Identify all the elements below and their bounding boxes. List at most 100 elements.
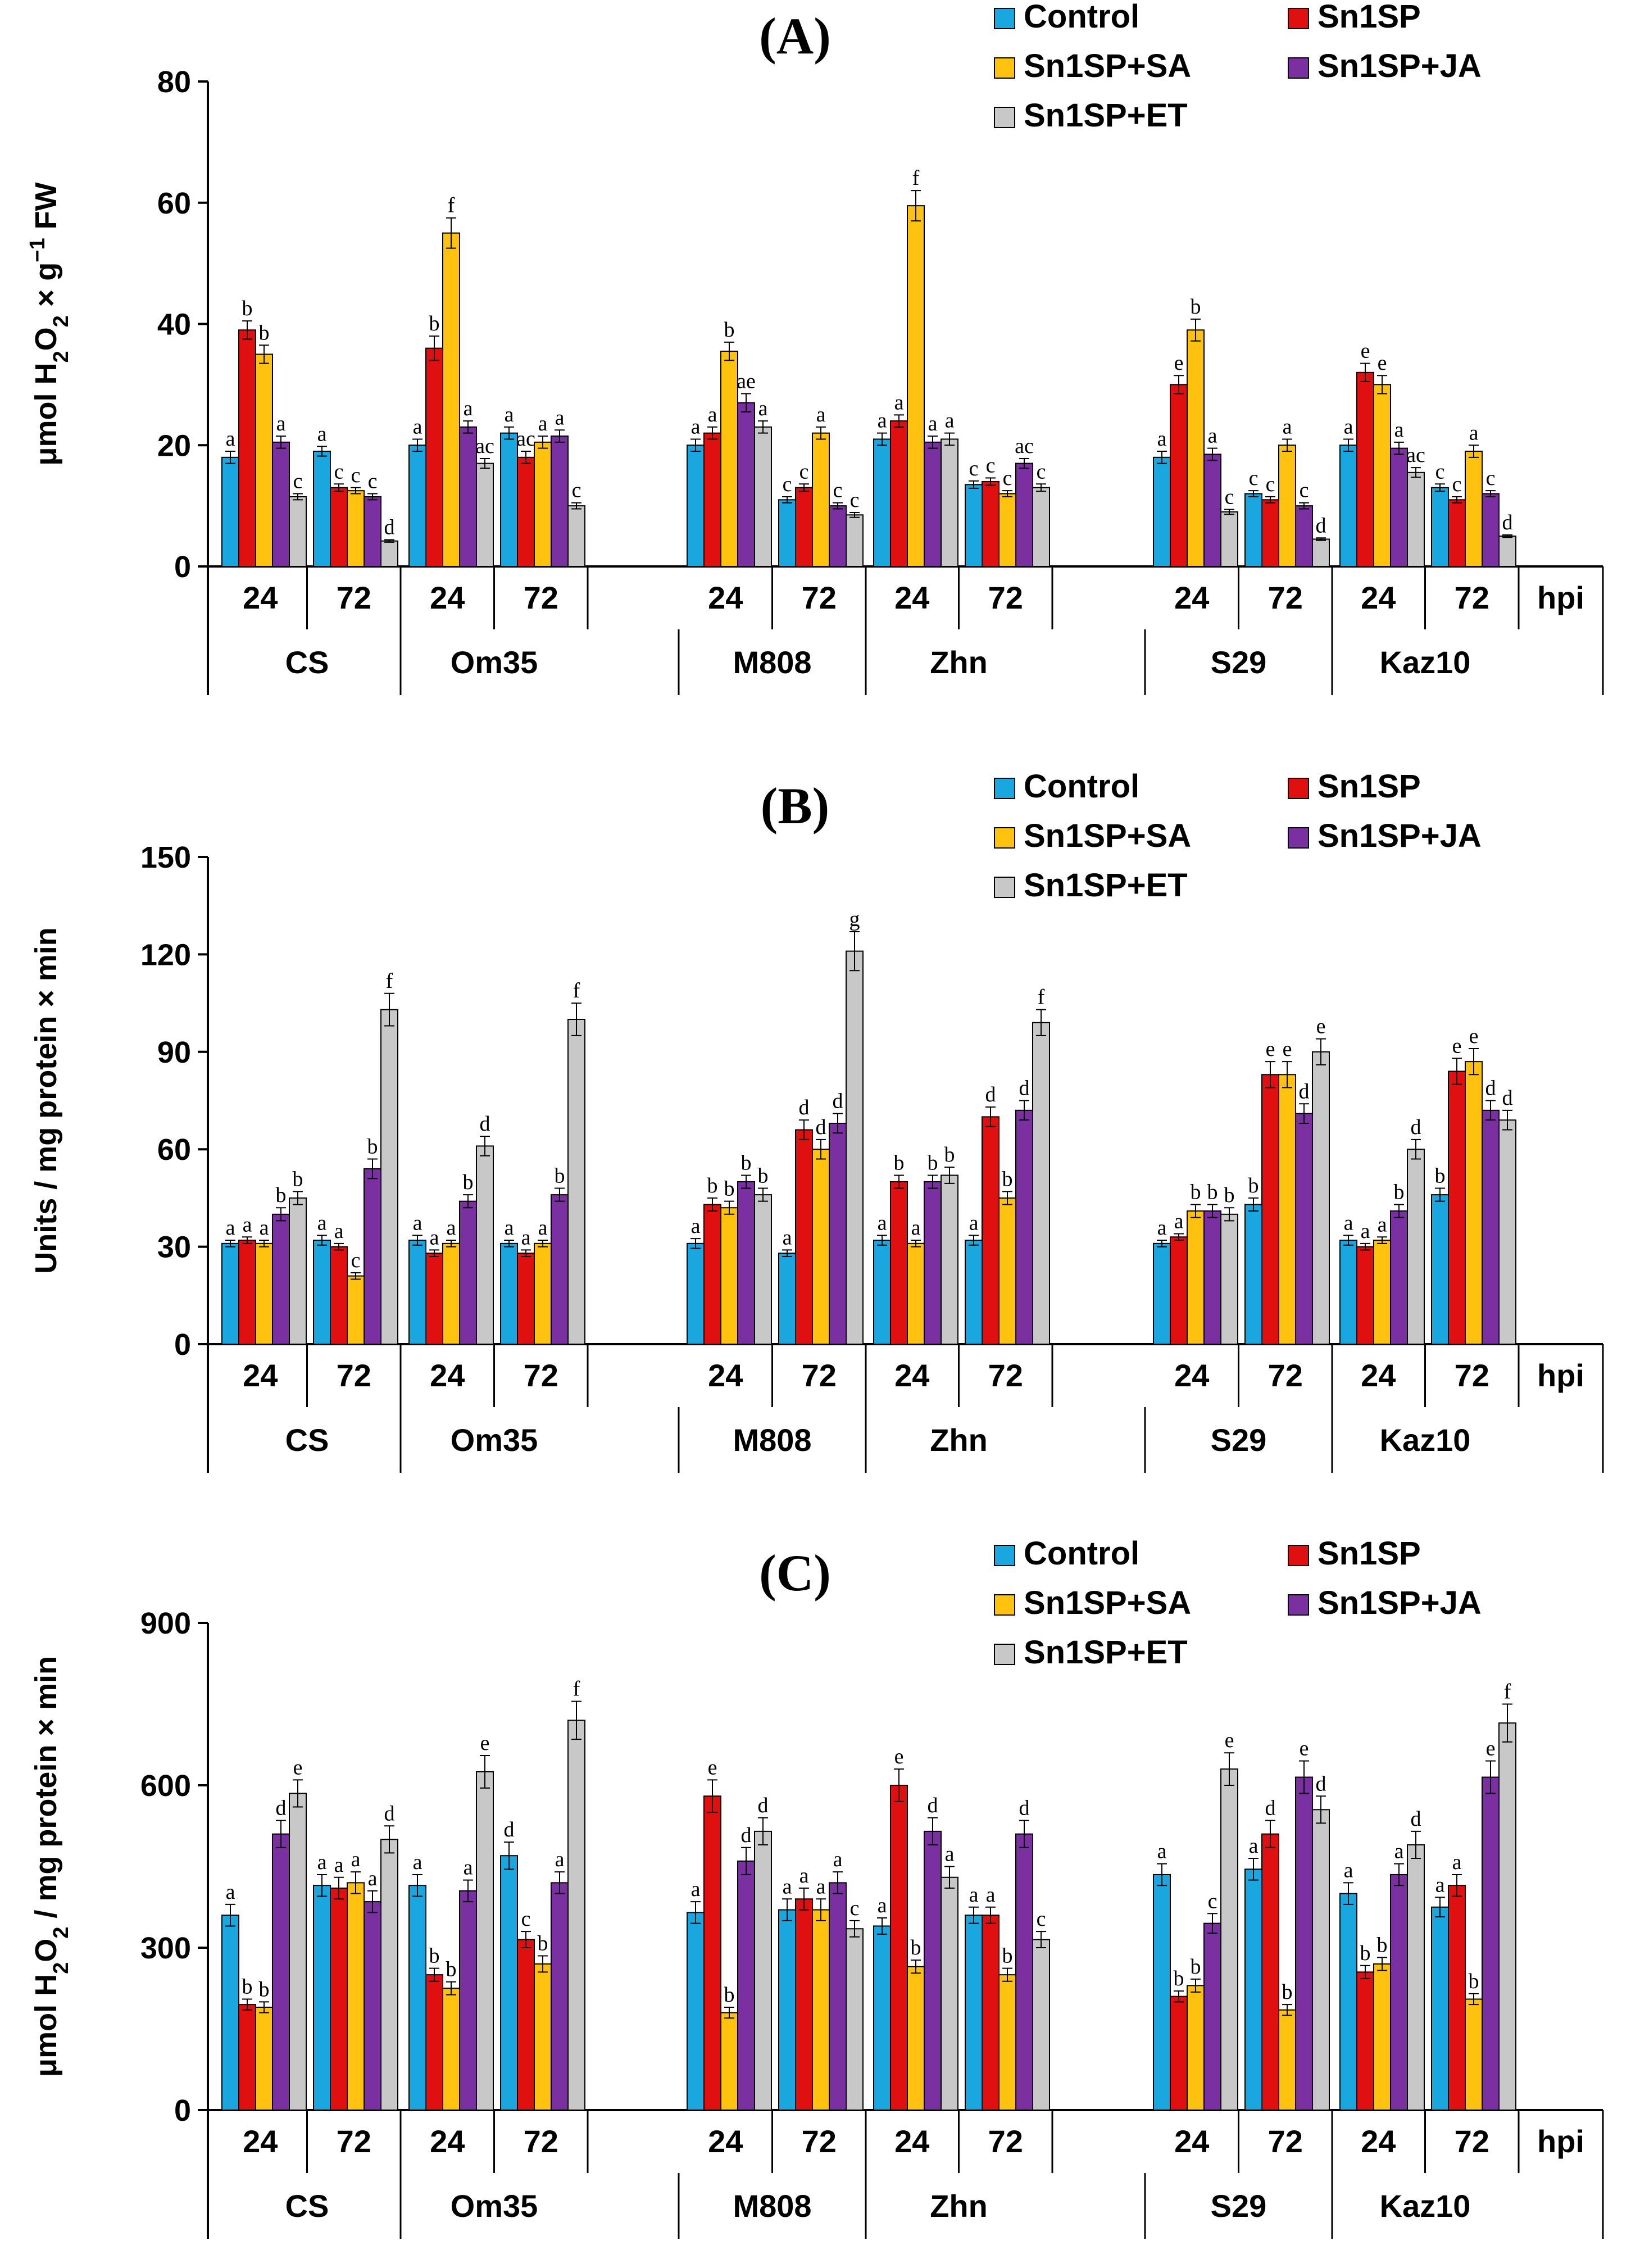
bar (500, 432, 518, 567)
bar (1356, 1246, 1374, 1345)
significance-letter: a (878, 409, 887, 433)
bar (380, 540, 398, 568)
bar (567, 1019, 585, 1345)
significance-letter: b (928, 1151, 938, 1174)
bar (924, 441, 942, 568)
cultivar-label: Kaz10 (1380, 645, 1471, 680)
bar (476, 1771, 494, 2111)
significance-letter: b (1002, 1167, 1013, 1191)
significance-letter: b (724, 1177, 735, 1201)
significance-letter: c (1435, 460, 1445, 483)
significance-letter: a (334, 1853, 344, 1877)
bar (272, 1833, 290, 2111)
bar (795, 487, 813, 568)
chart-title: (C) (759, 1544, 831, 1602)
bar (289, 496, 307, 567)
significance-letter: g (849, 908, 860, 931)
significance-letter: a (878, 1894, 887, 1917)
significance-letter: a (413, 1211, 422, 1235)
y-axis-label: Units / mg protein × min (29, 927, 63, 1274)
bar (238, 2004, 256, 2111)
significance-letter: d (1019, 1797, 1030, 1820)
y-axis-label-part: 2 (49, 351, 73, 362)
legend-label-2: Sn1SP (1317, 768, 1421, 805)
bar (737, 1181, 755, 1345)
bar (221, 1915, 239, 2111)
significance-letter: c (334, 460, 344, 483)
time-label: 72 (524, 2124, 558, 2159)
bar (1482, 1109, 1500, 1345)
bar (517, 456, 535, 568)
bar (1465, 1998, 1483, 2111)
significance-letter: d (1485, 1077, 1496, 1100)
bar (795, 1129, 813, 1345)
y-axis-label-part: Units / mg protein × min (29, 927, 63, 1274)
bar (703, 1204, 721, 1345)
significance-letter: a (1452, 1850, 1462, 1874)
bar (517, 1253, 535, 1345)
y-tick-label: 900 (140, 1607, 191, 1640)
significance-letter: d (1019, 1077, 1030, 1100)
significance-letter: d (1265, 1797, 1276, 1820)
cultivar-label: M808 (733, 2188, 811, 2224)
bar (1244, 1868, 1262, 2111)
significance-letter: a (1469, 421, 1479, 444)
time-label: 24 (708, 580, 743, 615)
bar (982, 480, 1000, 567)
significance-letter: a (538, 412, 548, 436)
bar (703, 1795, 721, 2111)
legend-label-5: Sn1SP+ET (1024, 1634, 1188, 1671)
bar (1498, 1722, 1516, 2111)
time-label: 24 (894, 580, 929, 615)
chart-title: (A) (759, 7, 831, 65)
bar (812, 432, 830, 567)
y-axis-label-part: FW (29, 182, 63, 238)
bar (846, 950, 864, 1345)
significance-letter: f (1504, 1680, 1511, 1704)
bar (873, 438, 891, 568)
bar (890, 1785, 908, 2111)
time-label: 24 (1174, 1358, 1209, 1393)
bar (289, 1197, 307, 1345)
significance-letter: c (1452, 473, 1462, 496)
bar (687, 1912, 705, 2111)
bar (1356, 371, 1374, 567)
legend-label-3: Sn1SP+SA (1024, 818, 1191, 854)
significance-letter: a (986, 1883, 996, 1907)
time-label: 72 (1455, 580, 1489, 615)
significance-letter: d (1316, 514, 1326, 537)
cultivar-label: Om35 (451, 1422, 538, 1458)
bar (924, 1181, 942, 1345)
bar (1278, 2009, 1296, 2111)
cultivar-label: S29 (1211, 2188, 1267, 2224)
bar (364, 1901, 381, 2111)
legend-label-4: Sn1SP+JA (1317, 818, 1482, 854)
cultivar-label: Om35 (451, 645, 538, 680)
time-label: 72 (988, 1358, 1023, 1393)
bar (330, 1246, 348, 1345)
time-label: 24 (894, 2124, 929, 2159)
significance-letter: a (708, 403, 717, 427)
bar (1295, 505, 1313, 567)
significance-letter: a (447, 1216, 456, 1240)
significance-letter: a (945, 409, 955, 433)
significance-letter: a (894, 391, 904, 414)
time-label: 72 (337, 2124, 371, 2159)
significance-letter: a (555, 406, 565, 429)
y-tick-label: 90 (157, 1036, 191, 1069)
time-label: 24 (243, 580, 278, 615)
cultivar-label: Zhn (930, 1422, 988, 1458)
chart-panel-2: (B) Control Sn1SP Sn1SP+SA Sn1SP+JA Sn1SP+ET 0… (29, 768, 1604, 1473)
significance-letter: b (242, 1975, 253, 1999)
significance-letter: a (816, 1875, 826, 1898)
bar (1407, 471, 1425, 568)
significance-letter: c (1249, 466, 1259, 490)
bar (1032, 1022, 1050, 1345)
legend-label-5: Sn1SP+ET (1024, 97, 1188, 134)
significance-letter: a (368, 1867, 378, 1890)
bar (1015, 1833, 1033, 2111)
legend-swatch-1 (994, 1545, 1015, 1566)
significance-letter: d (799, 1096, 810, 1119)
bar (1187, 329, 1205, 567)
bar (459, 1890, 477, 2111)
